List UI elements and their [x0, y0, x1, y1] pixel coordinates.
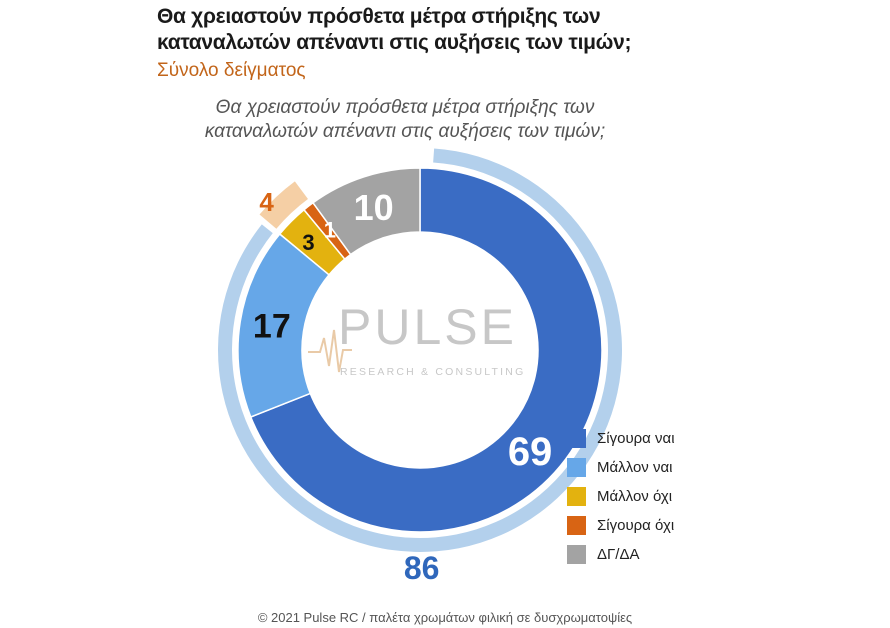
legend: Σίγουρα ναι Μάλλον ναι Μάλλον όχι Σίγουρα ό… [567, 424, 675, 569]
page-title: Θα χρειαστούν πρόσθετα μέτρα στήριξης τω… [157, 5, 632, 54]
footer-credit: © 2021 Pulse RC / παλέτα χρωμάτων φιλική… [257, 610, 633, 625]
slice-value-label-4: 10 [354, 187, 394, 228]
logo-name: PULSE [338, 299, 517, 355]
chart-title: Θα χρειαστούν πρόσθετα μέτρα στήριξης τω… [204, 97, 606, 142]
legend-swatch [567, 458, 586, 477]
outer-ring-label-0: 86 [404, 550, 440, 586]
slice-4 [311, 167, 421, 256]
outer-ring-segment-1 [259, 181, 308, 229]
value-labels: 69 17 31 10 86 4 [253, 187, 552, 586]
legend-item: ΔΓ/ΔΑ [567, 540, 675, 569]
slice-value-label-1: 17 [253, 308, 291, 346]
outer-ring [217, 148, 622, 553]
legend-label: Μάλλον ναι [597, 459, 673, 476]
donut-slices [237, 167, 603, 533]
slice-value-label-3: 1 [324, 217, 336, 242]
legend-item: Σίγουρα ναι [567, 424, 675, 453]
pulse-logo: PULSE RESEARCH & CONSULTING [308, 299, 525, 378]
legend-swatch [567, 516, 586, 535]
slice-0 [249, 167, 603, 533]
slice-value-label-2: 3 [302, 230, 314, 255]
legend-swatch [567, 429, 586, 448]
legend-item: Μάλλον ναι [567, 453, 675, 482]
legend-item: Μάλλον όχι [567, 482, 675, 511]
slice-value-label-0: 69 [508, 430, 553, 474]
legend-label: Σίγουρα όχι [597, 517, 675, 534]
legend-label: ΔΓ/ΔΑ [597, 546, 640, 563]
legend-swatch [567, 545, 586, 564]
outer-ring-label-1: 4 [259, 187, 274, 217]
legend-item: Σίγουρα όχι [567, 511, 675, 540]
legend-swatch [567, 487, 586, 506]
logo-tagline: RESEARCH & CONSULTING [340, 366, 525, 378]
pulse-heartbeat-icon [308, 329, 352, 373]
legend-label: Σίγουρα ναι [597, 430, 675, 447]
legend-label: Μάλλον όχι [597, 488, 673, 505]
page-subtitle: Σύνολο δείγματος [157, 60, 306, 81]
